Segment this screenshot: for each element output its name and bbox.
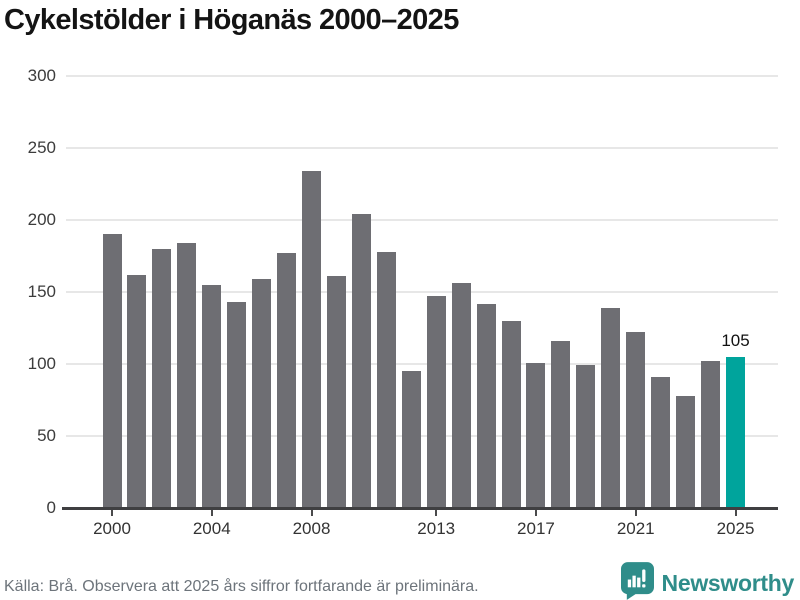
bar-2003 bbox=[177, 243, 197, 508]
y-axis-label-200: 200 bbox=[27, 210, 56, 229]
bar-2024 bbox=[701, 361, 721, 508]
x-axis-tick-2000 bbox=[111, 510, 113, 516]
x-axis-label-2000: 2000 bbox=[93, 519, 131, 538]
newsworthy-logo[interactable]: Newsworthy bbox=[620, 562, 795, 600]
bar-2014 bbox=[451, 283, 471, 508]
gridline-50 bbox=[66, 435, 778, 437]
x-axis-baseline bbox=[62, 507, 778, 510]
x-axis-tick-2013 bbox=[435, 510, 438, 516]
bar-2007 bbox=[277, 253, 297, 508]
bar-2008 bbox=[302, 171, 322, 508]
x-axis-label-2017: 2017 bbox=[517, 519, 555, 538]
bar-2002 bbox=[152, 248, 172, 508]
bar-2023 bbox=[676, 395, 696, 508]
bar-2010 bbox=[351, 214, 371, 508]
gridline-250 bbox=[66, 147, 778, 149]
bar-2009 bbox=[326, 276, 346, 508]
bar-2000 bbox=[102, 234, 122, 508]
bar-2020 bbox=[601, 307, 621, 508]
x-axis-tick-2025 bbox=[734, 510, 737, 516]
highlight-value-label: 105 bbox=[721, 330, 750, 350]
gridline-150 bbox=[66, 291, 778, 293]
bar-2001 bbox=[127, 274, 147, 508]
bar-2015 bbox=[476, 303, 496, 508]
bar-2004 bbox=[202, 284, 222, 508]
bar-2005 bbox=[227, 302, 247, 508]
bar-2017 bbox=[526, 362, 546, 508]
newsworthy-icon bbox=[620, 562, 654, 600]
bar-2011 bbox=[376, 251, 396, 508]
x-axis-label-2008: 2008 bbox=[292, 519, 331, 538]
bar-2016 bbox=[501, 320, 521, 508]
x-axis-tick-2021 bbox=[634, 510, 637, 516]
x-axis-label-2025: 2025 bbox=[716, 519, 755, 538]
y-axis-label-150: 150 bbox=[27, 282, 56, 301]
y-axis-label-100: 100 bbox=[27, 354, 56, 373]
bar-2019 bbox=[576, 365, 596, 508]
newsworthy-wordmark: Newsworthy bbox=[661, 570, 795, 596]
gridline-100 bbox=[66, 363, 778, 365]
bar-2013 bbox=[426, 296, 446, 508]
gridline-200 bbox=[66, 219, 778, 221]
chart-title: Cykelstölder i Höganäs 2000–2025 bbox=[4, 4, 459, 36]
source-text: Källa: Brå. Observera att 2025 års siffr… bbox=[4, 578, 479, 595]
bar-2025 bbox=[726, 356, 745, 508]
gridline-300 bbox=[66, 75, 778, 77]
x-axis-tick-2017 bbox=[534, 510, 537, 516]
bar-2006 bbox=[252, 279, 272, 508]
x-axis-label-2013: 2013 bbox=[417, 519, 456, 538]
y-axis-label-50: 50 bbox=[37, 426, 56, 445]
bar-2022 bbox=[651, 376, 671, 508]
bar-2012 bbox=[401, 371, 421, 508]
x-axis-label-2021: 2021 bbox=[616, 519, 655, 538]
x-axis-tick-2004 bbox=[210, 510, 213, 516]
y-axis-label-300: 300 bbox=[27, 66, 56, 85]
y-axis-label-0: 0 bbox=[46, 498, 56, 517]
x-axis-tick-2008 bbox=[310, 510, 313, 516]
y-axis-label-250: 250 bbox=[27, 138, 56, 157]
bar-2021 bbox=[626, 332, 646, 508]
bar-2018 bbox=[551, 340, 571, 508]
x-axis-label-2004: 2004 bbox=[192, 519, 231, 538]
